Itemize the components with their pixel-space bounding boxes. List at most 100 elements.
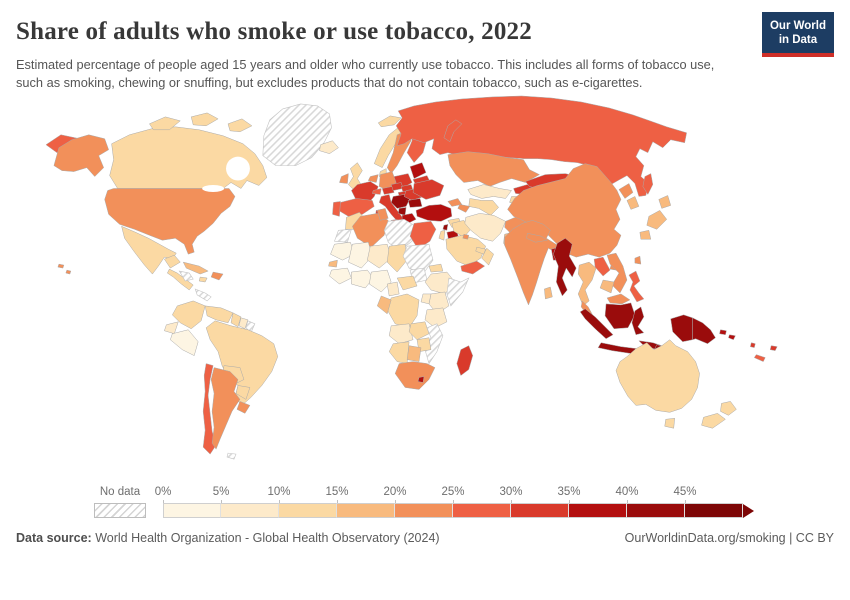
country-south-korea[interactable]: South Korea: 15–20% bbox=[626, 195, 640, 210]
country-botswana[interactable]: Botswana: 15–20% bbox=[406, 345, 422, 362]
legend-bin-15%[interactable]: 15% bbox=[325, 486, 395, 518]
country-ukraine[interactable]: Ukraine: 30–35% bbox=[412, 179, 445, 200]
country-jamaica[interactable]: Jamaica: 10–15% bbox=[198, 276, 208, 283]
country-netherlands[interactable]: Netherlands / Belgium: 20–25% bbox=[367, 174, 379, 183]
country-australia[interactable]: Australia: 10–15% bbox=[615, 339, 700, 413]
country-thailand[interactable]: Thailand: 15–20% bbox=[577, 261, 597, 307]
country-indonesia-java[interactable]: Indonesia: 40–45% bbox=[597, 342, 638, 354]
country-usa-alaska[interactable]: United States: 20–25% bbox=[53, 134, 109, 177]
country-usa-hawaii[interactable]: United States: 20–25% bbox=[57, 263, 72, 275]
country-venezuela[interactable]: Venezuela: 10–15% bbox=[204, 305, 234, 323]
country-chile[interactable]: Chile: 25–30% bbox=[202, 363, 217, 455]
country-mauritania[interactable]: Mauritania: 0–5% bbox=[330, 241, 355, 261]
country-portugal[interactable]: Portugal: 25–30% bbox=[332, 200, 341, 217]
country-philippines[interactable]: Philippines: 25–30% bbox=[628, 270, 645, 303]
country-ireland[interactable]: Ireland: 20–25% bbox=[339, 172, 349, 184]
country-new-caledonia[interactable]: New Caledonia: 25–30% bbox=[753, 354, 766, 362]
legend-bin-40%[interactable]: 40% bbox=[615, 486, 685, 518]
country-japan-hokkaido[interactable]: Japan: 15–20% bbox=[658, 194, 672, 209]
country-taiwan[interactable]: Taiwan: 20–25% bbox=[634, 255, 642, 265]
country-georgia[interactable]: Georgia: 20–25% bbox=[447, 197, 463, 207]
country-norway-svalbard[interactable]: Norway: 10–15% bbox=[377, 115, 402, 127]
country-uruguay[interactable]: Uruguay: 20–25% bbox=[236, 400, 251, 414]
country-tanzania[interactable]: Tanzania: 5–10% bbox=[424, 307, 448, 328]
country-ecuador[interactable]: Ecuador: 5–10% bbox=[164, 321, 179, 334]
country-central-african-republic[interactable]: Central African Republic: 10–15% bbox=[396, 275, 418, 291]
country-lebanon[interactable]: Lebanon: 40–45% bbox=[442, 223, 449, 231]
country-papua-new-guinea[interactable]: Papua New Guinea: 40–45% bbox=[692, 317, 716, 344]
legend-bin-35%[interactable]: 35% bbox=[557, 486, 627, 518]
country-china[interactable]: China: 20–25% bbox=[507, 163, 622, 258]
country-cuba[interactable]: Cuba: 15–20% bbox=[182, 261, 209, 275]
country-central-america[interactable]: Central America (Guatemala, Costa Rica):… bbox=[167, 268, 194, 291]
country-honduras[interactable]: Honduras: No data bbox=[178, 270, 194, 282]
country-egypt[interactable]: Egypt: 25–30% bbox=[409, 220, 437, 250]
legend-no-data[interactable]: No data bbox=[94, 486, 146, 518]
country-usa[interactable]: United States: 20–25% bbox=[104, 188, 236, 255]
country-somalia[interactable]: Somalia: No data bbox=[446, 277, 470, 307]
country-vanuatu[interactable]: Vanuatu: 30–35% bbox=[750, 342, 756, 348]
country-niger[interactable]: Niger: 5–10% bbox=[367, 243, 392, 269]
country-new-zealand-north[interactable]: New Zealand: 10–15% bbox=[720, 400, 737, 416]
country-cameroon[interactable]: Cameroon: 5–10% bbox=[386, 281, 400, 297]
country-canada-arctic2[interactable]: Canada: 10–15% bbox=[190, 112, 219, 126]
country-falkland-islands[interactable]: Falkland Islands: No data bbox=[226, 452, 237, 460]
legend-bin-25%[interactable]: 25% bbox=[441, 486, 511, 518]
country-panama[interactable]: Panama: No data bbox=[194, 288, 212, 302]
country-namibia[interactable]: Namibia: 10–15% bbox=[388, 341, 410, 364]
country-israel[interactable]: Israel: 10–15% bbox=[438, 229, 446, 241]
country-uae[interactable]: United Arab Emirates: 10–15% bbox=[475, 246, 487, 255]
legend-no-data-swatch[interactable] bbox=[94, 502, 146, 518]
country-nigeria[interactable]: Nigeria: 0–5% bbox=[369, 269, 392, 293]
country-kazakhstan[interactable]: Kazakhstan: 20–25% bbox=[447, 151, 540, 187]
country-new-zealand-south[interactable]: New Zealand: 10–15% bbox=[701, 412, 726, 429]
country-vietnam[interactable]: Vietnam: 20–25% bbox=[606, 252, 628, 294]
country-russia-sakhalin[interactable]: Russia: 25–30% bbox=[642, 173, 654, 195]
country-malaysia-borneo[interactable]: Malaysia: 20–25% bbox=[606, 293, 631, 304]
legend-bin-30%[interactable]: 30% bbox=[499, 486, 569, 518]
country-mozambique[interactable]: Mozambique: No data bbox=[424, 323, 444, 365]
country-canada-arctic1[interactable]: Canada: 10–15% bbox=[149, 116, 181, 130]
country-turkey[interactable]: Turkey: 35–40% bbox=[415, 203, 453, 222]
country-myanmar[interactable]: Myanmar: 40–45% bbox=[553, 237, 577, 297]
country-eritrea[interactable]: Eritrea: 10–15% bbox=[428, 263, 444, 273]
country-oman[interactable]: Oman: 10–15% bbox=[481, 247, 494, 266]
legend-bin-10%[interactable]: 10% bbox=[267, 486, 337, 518]
country-indonesia-sulawesi[interactable]: Indonesia: 40–45% bbox=[631, 306, 645, 335]
country-hispaniola[interactable]: Haiti / Dominican Republic: 20–25% bbox=[210, 271, 224, 281]
country-iceland[interactable]: Iceland: 5–10% bbox=[319, 140, 339, 154]
country-azerbaijan[interactable]: Azerbaijan: 20–25% bbox=[457, 203, 471, 213]
country-guinea-group[interactable]: Guinea / Sierra Leone / Liberia: 0–5% bbox=[329, 267, 352, 285]
country-yemen[interactable]: Yemen: 25–30% bbox=[460, 260, 486, 275]
country-angola[interactable]: Angola: 5–10% bbox=[388, 323, 414, 344]
country-indonesia-sumatra[interactable]: Indonesia: 40–45% bbox=[579, 308, 614, 339]
country-nepal[interactable]: Nepal: 20–25% bbox=[526, 232, 549, 243]
country-fiji[interactable]: Fiji: 30–35% bbox=[769, 345, 778, 351]
country-india[interactable]: India: 20–25% bbox=[504, 219, 562, 306]
legend-bin-0%[interactable]: 0% bbox=[155, 486, 221, 518]
country-indonesia-papua[interactable]: Indonesia: 40–45% bbox=[670, 314, 693, 342]
country-madagascar[interactable]: Madagascar: 30–35% bbox=[456, 345, 474, 376]
country-brazil[interactable]: Brazil: 10–15% bbox=[205, 320, 279, 406]
legend-bin-5%[interactable]: 5% bbox=[213, 486, 279, 518]
country-tunisia[interactable]: Tunisia: 20–25% bbox=[376, 207, 389, 221]
country-senegal[interactable]: Senegal: 15–20% bbox=[328, 259, 338, 268]
country-sri-lanka[interactable]: Sri Lanka: 15–20% bbox=[544, 286, 553, 300]
country-uzbekistan[interactable]: Uzbekistan: 5–10% bbox=[467, 184, 512, 199]
country-greenland[interactable]: Greenland: No data bbox=[262, 103, 332, 166]
country-kuwait[interactable]: Kuwait: 20–25% bbox=[462, 233, 470, 240]
country-japan-kyushu[interactable]: Japan: 15–20% bbox=[639, 229, 652, 240]
country-chad[interactable]: Chad: 10–15% bbox=[386, 243, 408, 273]
country-indonesia-borneo[interactable]: Indonesia: 40–45% bbox=[604, 302, 636, 329]
country-canada-arctic3[interactable]: Canada: 10–15% bbox=[227, 118, 253, 132]
country-turkmenistan[interactable]: Turkmenistan: 10–15% bbox=[468, 197, 499, 216]
country-lesotho[interactable]: Lesotho: 35–40% bbox=[417, 376, 425, 383]
country-serbia-balkans[interactable]: Serbia / Bosnia / Croatia: 40–45% bbox=[390, 194, 411, 209]
country-zambia[interactable]: Zambia: 10–15% bbox=[408, 321, 430, 340]
country-mali[interactable]: Mali: 0–5% bbox=[348, 241, 373, 269]
country-laos[interactable]: Laos: 25–30% bbox=[593, 256, 611, 277]
attribution-link[interactable]: OurWorldinData.org/smoking | CC BY bbox=[624, 530, 834, 545]
country-western-sahara[interactable]: Western Sahara: No data bbox=[334, 228, 352, 243]
country-austria[interactable]: Austria: 30–35% bbox=[381, 186, 395, 195]
country-mexico-yucatan[interactable]: Mexico: 10–15% bbox=[163, 254, 181, 269]
